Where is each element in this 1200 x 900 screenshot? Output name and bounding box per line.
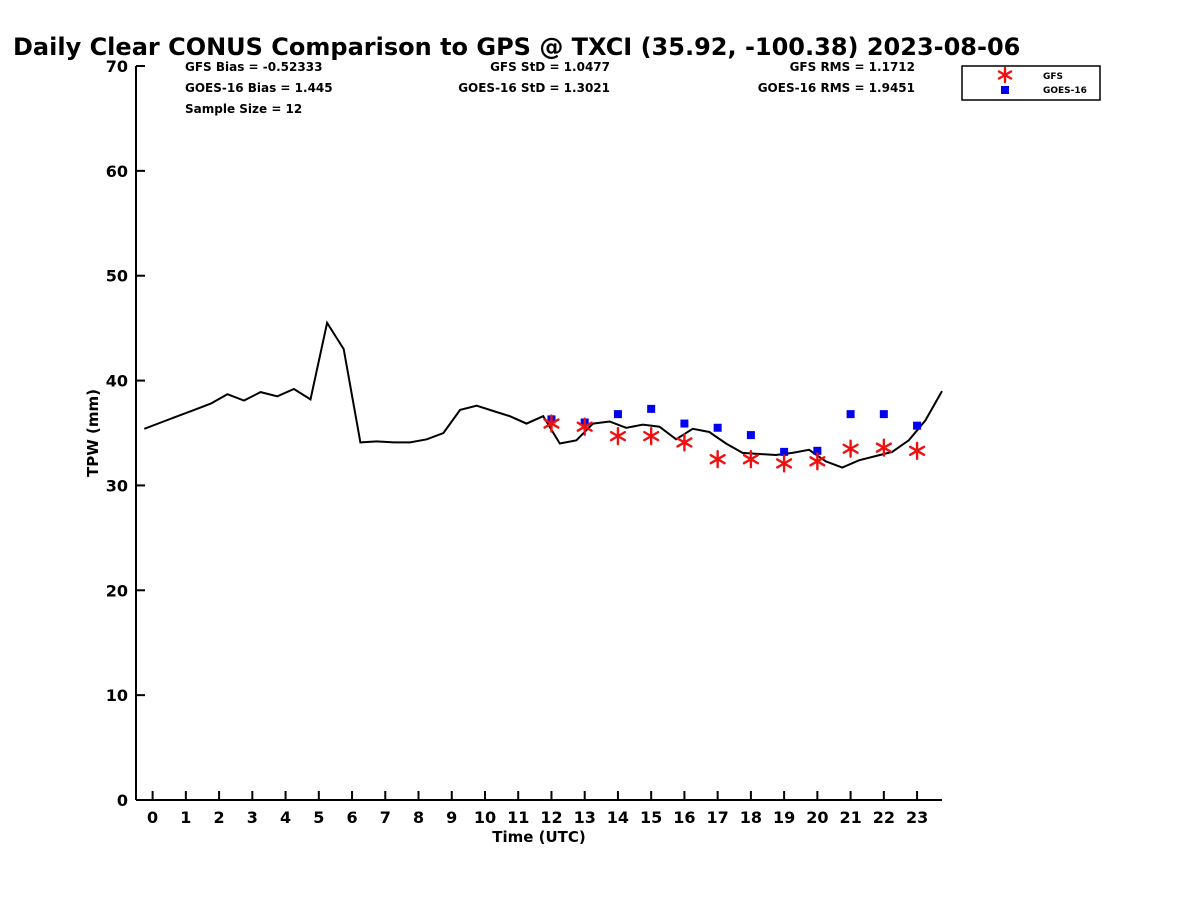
x-tick-label: 13 [574,808,596,827]
legend-goes-label: GOES-16 [1043,86,1087,96]
gps-series-line [143,320,943,469]
gfs-point [543,414,560,433]
y-tick-label: 70 [106,57,128,76]
goes16-point [846,410,855,419]
y-tick-label: 30 [106,476,128,495]
y-tick-label: 0 [117,791,128,810]
gfs-point [775,454,793,473]
goes16-point [813,446,822,455]
y-tick-label: 40 [106,372,128,391]
goes16-point [913,421,922,430]
gfs-point [908,441,926,461]
goes16-point [780,447,789,456]
gfs-point [709,450,726,469]
x-tick-label: 12 [540,808,562,827]
x-tick-label: 23 [906,808,928,827]
x-tick-label: 20 [806,808,828,827]
stat-gfs-bias: GFS Bias = -0.52333 [185,60,322,74]
x-tick-label: 15 [640,808,662,827]
x-tick-label: 6 [346,808,357,827]
gfs-point [576,417,593,436]
plot-area [143,320,943,473]
x-tick-label: 22 [873,808,895,827]
legend-goes-marker [1001,86,1009,94]
x-tick-label: 7 [380,808,391,827]
chart-title: Daily Clear CONUS Comparison to GPS @ TX… [13,33,1020,61]
y-tick-label: 60 [106,162,128,181]
x-tick-label: 3 [247,808,258,827]
stat-gfs-std: GFS StD = 1.0477 [490,60,610,74]
gfs-point [809,452,826,471]
gfs-point [643,426,660,446]
gfs-point [742,450,760,469]
x-tick-label: 5 [313,808,324,827]
goes16-point [713,423,722,432]
y-ticks: 0 10 20 30 40 50 60 70 [106,57,145,810]
y-axis-label: TPW (mm) [84,389,102,477]
legend-box [961,65,1101,101]
x-tick-label: 11 [507,808,529,827]
stat-goes-std: GOES-16 StD = 1.3021 [458,81,610,95]
x-tick-label: 21 [839,808,861,827]
x-tick-label: 4 [280,808,291,827]
x-axis-label: Time (UTC) [492,828,586,846]
x-tick-label: 10 [474,808,496,827]
legend: GFS GOES-16 [961,65,1101,101]
x-tick-label: 1 [180,808,191,827]
x-ticks: 0 1 2 3 4 5 6 7 8 9 10 11 12 13 14 15 16 17 18 19 20 21 22 23 [147,791,928,827]
goes16-point [613,410,622,419]
x-tick-label: 8 [413,808,424,827]
x-tick-label: 16 [673,808,695,827]
goes16-point [746,431,755,440]
x-tick-label: 19 [773,808,795,827]
gfs-point [842,439,859,458]
x-tick-label: 14 [607,808,629,827]
y-tick-label: 10 [106,686,128,705]
stat-goes-rms: GOES-16 RMS = 1.9451 [758,81,915,95]
x-tick-label: 0 [147,808,158,827]
goes16-point [647,404,656,413]
gfs-point [676,433,693,452]
legend-gfs-marker [997,66,1013,84]
legend-gfs-label: GFS [1043,72,1063,82]
goes16-point [680,419,689,428]
y-tick-label: 20 [106,581,128,600]
y-tick-label: 50 [106,267,128,286]
x-tick-label: 9 [446,808,457,827]
stat-sample-size: Sample Size = 12 [185,102,302,116]
x-tick-label: 2 [214,808,225,827]
stat-gfs-rms: GFS RMS = 1.1712 [790,60,915,74]
legend-gfs-asterisk [997,66,1013,84]
gfs-point [875,438,892,457]
x-tick-label: 17 [707,808,729,827]
stat-goes-bias: GOES-16 Bias = 1.445 [185,81,333,95]
gfs-point [609,426,627,446]
goes16-point [879,410,888,419]
x-tick-label: 18 [740,808,762,827]
